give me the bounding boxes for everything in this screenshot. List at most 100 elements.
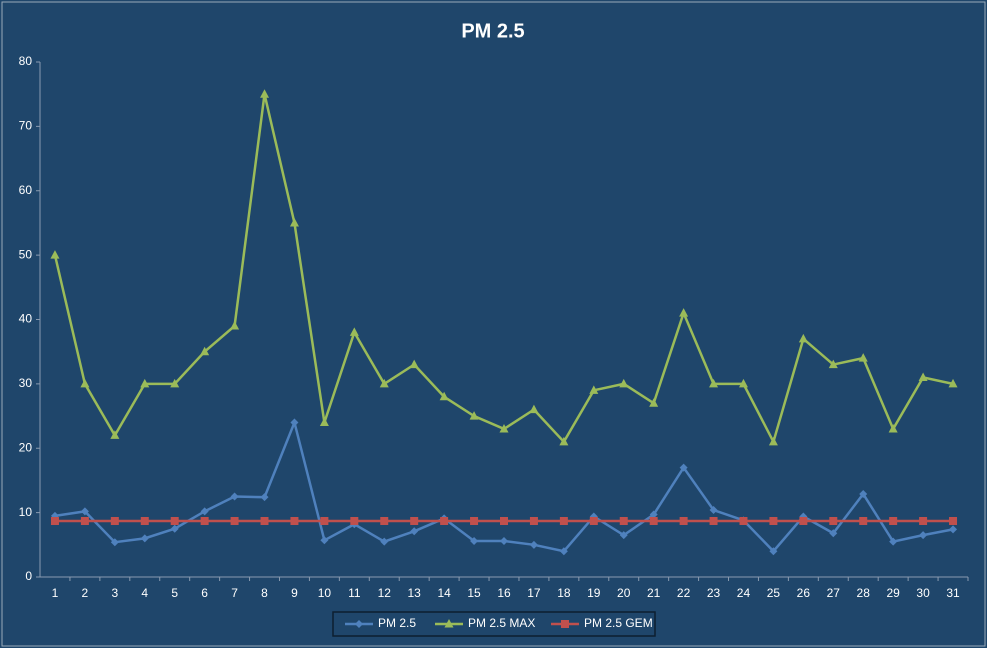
marker <box>260 89 270 98</box>
marker <box>140 534 149 543</box>
x-tick-label: 6 <box>201 586 208 600</box>
marker <box>500 516 508 525</box>
marker <box>110 538 119 547</box>
marker <box>589 385 599 394</box>
x-tick-label: 2 <box>82 586 89 600</box>
marker <box>769 516 778 525</box>
marker <box>649 516 658 525</box>
marker <box>559 516 568 525</box>
legend-box <box>332 611 656 637</box>
marker <box>649 398 659 407</box>
marker <box>679 463 688 472</box>
marker <box>140 516 149 525</box>
marker <box>320 516 329 525</box>
y-tick-label: 30 <box>19 376 33 390</box>
marker <box>410 527 419 536</box>
series <box>50 516 958 525</box>
marker <box>709 378 719 388</box>
x-tick-label: 31 <box>946 586 960 600</box>
x-tick-label: 17 <box>527 586 541 600</box>
marker <box>858 353 868 362</box>
marker <box>888 423 898 433</box>
marker <box>110 430 120 439</box>
marker <box>230 320 240 330</box>
marker <box>829 516 838 525</box>
marker <box>619 378 629 388</box>
marker <box>918 372 928 381</box>
marker <box>110 516 119 525</box>
marker <box>470 536 479 545</box>
marker <box>619 516 628 525</box>
marker <box>170 524 179 533</box>
marker <box>949 516 958 525</box>
marker <box>649 510 658 519</box>
x-tick-label: 28 <box>857 586 871 600</box>
marker <box>561 620 569 628</box>
marker <box>500 536 508 545</box>
marker <box>709 516 718 525</box>
marker <box>349 327 359 336</box>
marker <box>379 378 389 388</box>
x-tick-label: 11 <box>348 586 361 600</box>
marker <box>200 507 209 516</box>
marker <box>380 516 389 525</box>
marker <box>319 417 329 426</box>
x-tick-label: 24 <box>737 586 751 600</box>
marker <box>889 516 898 525</box>
marker <box>200 346 210 356</box>
x-tick-label: 8 <box>261 586 268 600</box>
x-tick-label: 21 <box>647 586 661 600</box>
marker <box>50 250 60 259</box>
x-tick-label: 19 <box>587 586 601 600</box>
marker <box>469 411 479 420</box>
y-tick-label: 70 <box>19 119 33 133</box>
x-tick-label: 18 <box>557 586 571 600</box>
marker <box>919 516 928 525</box>
marker <box>290 418 299 427</box>
legend: PM 2.5 PM 2.5 MAX PM 2.5 GEM <box>332 611 656 637</box>
marker <box>738 378 748 388</box>
x-tick-label: 5 <box>171 586 178 600</box>
x-tick-label: 16 <box>497 586 511 600</box>
x-tick-label: 13 <box>408 586 422 600</box>
marker <box>529 516 538 525</box>
marker <box>380 537 389 546</box>
x-tick-label: 10 <box>318 586 332 600</box>
y-tick-label: 40 <box>19 312 33 326</box>
x-tick-label: 3 <box>111 586 118 600</box>
y-tick-label: 60 <box>19 183 33 197</box>
marker <box>619 531 628 540</box>
series <box>50 418 958 556</box>
marker <box>559 547 568 556</box>
x-tick-label: 4 <box>141 586 148 600</box>
marker <box>140 378 150 388</box>
marker <box>799 516 808 525</box>
x-tick-label: 30 <box>916 586 930 600</box>
marker <box>200 516 209 525</box>
marker <box>260 493 269 502</box>
y-tick-label: 10 <box>19 505 33 519</box>
marker <box>230 492 239 501</box>
marker <box>440 516 449 525</box>
marker <box>439 391 449 401</box>
marker <box>355 620 363 628</box>
marker <box>829 529 838 538</box>
marker <box>260 516 269 525</box>
y-tick-label: 50 <box>19 247 33 261</box>
y-tick-label: 20 <box>19 440 33 454</box>
legend-label: PM 2.5 GEM <box>584 616 653 630</box>
marker <box>470 516 479 525</box>
x-tick-label: 1 <box>52 586 59 600</box>
marker <box>80 378 90 388</box>
marker <box>889 537 898 546</box>
marker <box>919 531 928 540</box>
marker <box>798 333 808 343</box>
marker <box>709 506 718 515</box>
marker <box>350 516 359 525</box>
marker <box>320 536 329 545</box>
x-tick-label: 9 <box>291 586 298 600</box>
marker <box>679 308 689 317</box>
x-tick-label: 20 <box>617 586 631 600</box>
